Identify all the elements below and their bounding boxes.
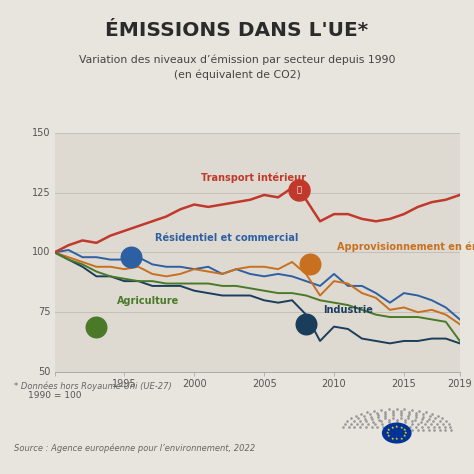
Text: ÉMISSIONS DANS L'UE*: ÉMISSIONS DANS L'UE* [105,21,369,40]
Text: ★: ★ [387,434,391,438]
Point [128,254,135,261]
Point [307,261,314,268]
Text: 50: 50 [38,367,50,377]
Text: ★: ★ [404,431,408,435]
Text: Approvisionnement en énergie: Approvisionnement en énergie [337,241,474,252]
Text: Industrie: Industrie [323,305,373,315]
Text: 125: 125 [32,188,50,198]
Text: * Données hors Royaume-Uni (UE-27): * Données hors Royaume-Uni (UE-27) [14,382,172,391]
Point [295,186,303,194]
Text: ★: ★ [395,438,399,441]
Text: ★: ★ [387,428,391,432]
Text: 100: 100 [32,247,50,257]
Point [92,323,100,330]
Text: 1990 = 100: 1990 = 100 [28,391,81,400]
Text: 🚗: 🚗 [297,186,301,195]
Text: Transport intérieur: Transport intérieur [201,173,306,183]
Text: ★: ★ [403,428,407,432]
Text: ★: ★ [386,431,389,435]
Text: Source : Agence européenne pour l’environnement, 2022: Source : Agence européenne pour l’enviro… [14,443,255,453]
Text: Résidentiel et commercial: Résidentiel et commercial [155,233,299,243]
Text: 150: 150 [32,128,50,138]
Text: Agriculture: Agriculture [118,296,180,307]
Text: 75: 75 [38,307,50,317]
Point [302,320,310,328]
Text: ★: ★ [403,434,407,438]
Text: ★: ★ [391,426,394,429]
Circle shape [383,423,411,443]
Text: ★: ★ [395,425,399,428]
Text: ★: ★ [400,437,403,441]
Text: ★: ★ [391,437,394,441]
Text: ★: ★ [400,426,403,429]
Text: Variation des niveaux d’émission par secteur depuis 1990
(en équivalent de CO2): Variation des niveaux d’émission par sec… [79,55,395,80]
